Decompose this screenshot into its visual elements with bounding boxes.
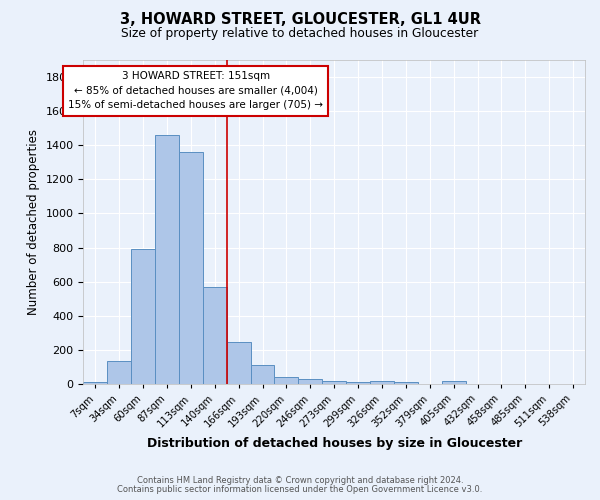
Text: 3, HOWARD STREET, GLOUCESTER, GL1 4UR: 3, HOWARD STREET, GLOUCESTER, GL1 4UR bbox=[119, 12, 481, 28]
Bar bbox=[227, 342, 251, 384]
Text: Contains HM Land Registry data © Crown copyright and database right 2024.: Contains HM Land Registry data © Crown c… bbox=[137, 476, 463, 485]
Bar bbox=[83, 382, 107, 384]
Bar bbox=[370, 381, 394, 384]
Text: Contains public sector information licensed under the Open Government Licence v3: Contains public sector information licen… bbox=[118, 485, 482, 494]
Bar bbox=[107, 361, 131, 384]
Bar bbox=[322, 380, 346, 384]
Bar bbox=[131, 250, 155, 384]
Bar bbox=[394, 382, 418, 384]
Bar bbox=[155, 135, 179, 384]
Text: Size of property relative to detached houses in Gloucester: Size of property relative to detached ho… bbox=[121, 28, 479, 40]
Bar bbox=[298, 379, 322, 384]
Bar bbox=[442, 380, 466, 384]
Bar bbox=[179, 152, 203, 384]
Bar bbox=[203, 287, 227, 384]
Bar bbox=[251, 366, 274, 384]
X-axis label: Distribution of detached houses by size in Gloucester: Distribution of detached houses by size … bbox=[146, 437, 522, 450]
Y-axis label: Number of detached properties: Number of detached properties bbox=[27, 129, 40, 315]
Bar bbox=[346, 382, 370, 384]
Text: 3 HOWARD STREET: 151sqm
← 85% of detached houses are smaller (4,004)
15% of semi: 3 HOWARD STREET: 151sqm ← 85% of detache… bbox=[68, 71, 323, 110]
Bar bbox=[274, 377, 298, 384]
